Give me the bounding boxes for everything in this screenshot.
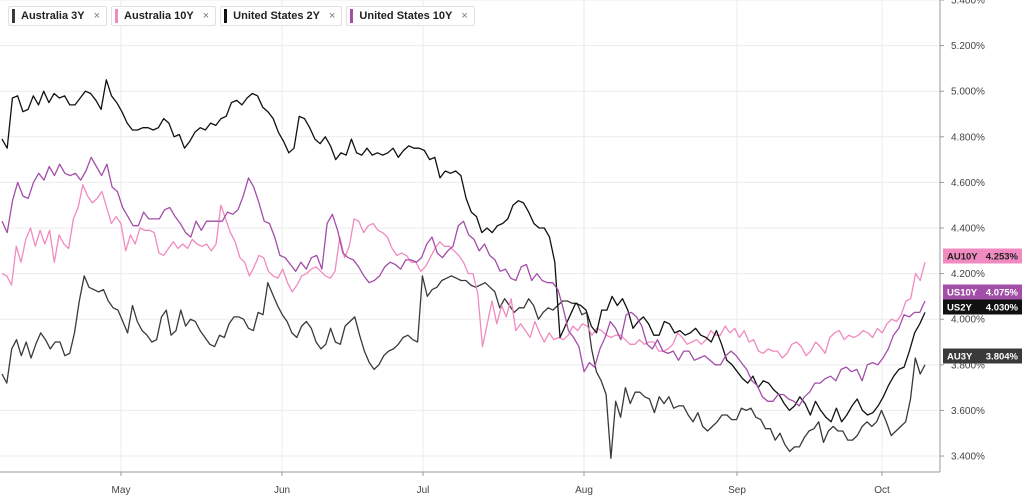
y-axis-ticks: 3.400% 3.600% 3.800% 4.000% 4.200% 4.400% 4.60… xyxy=(940,0,985,463)
legend-chip-australia-10y[interactable]: Australia 10Y × xyxy=(111,6,217,26)
y-tick-label: 4.200% xyxy=(951,269,985,280)
y-tick-label: 3.400% xyxy=(951,452,985,463)
end-label-us10y: US10Y 4.075% xyxy=(943,284,1022,300)
close-icon[interactable]: × xyxy=(328,10,336,22)
legend-chip-united-states-2y[interactable]: United States 2Y × xyxy=(220,6,343,26)
end-value-labels: AU10Y 4.253% US10Y 4.075% US2Y 4.030% AU3Y 3.80… xyxy=(943,248,1022,364)
legend-swatch xyxy=(224,9,228,23)
x-tick-label: May xyxy=(112,485,131,496)
end-label-tag: AU10Y xyxy=(947,252,978,263)
y-tick-label: 4.800% xyxy=(951,132,985,143)
legend-swatch xyxy=(115,9,119,23)
x-axis-ticks: May Jun Jul Aug Sep Oct xyxy=(112,472,890,496)
legend-label: United States 2Y xyxy=(233,10,320,22)
y-tick-label: 3.600% xyxy=(951,406,985,417)
y-tick-label: 4.600% xyxy=(951,178,985,189)
end-label-tag: US2Y xyxy=(947,303,972,314)
end-label-box xyxy=(943,348,1022,364)
series-lines xyxy=(1,79,926,459)
y-tick-label: 4.000% xyxy=(951,315,985,326)
legend-label: Australia 10Y xyxy=(124,10,194,22)
end-label-box xyxy=(943,284,1022,300)
y-tick-label: 5.000% xyxy=(951,87,985,98)
x-tick-label: Oct xyxy=(874,485,890,496)
close-icon[interactable]: × xyxy=(93,10,101,22)
end-label-tag: US10Y xyxy=(947,288,978,299)
end-label-box xyxy=(943,248,1022,264)
close-icon[interactable]: × xyxy=(461,10,468,22)
y-tick-label: 5.400% xyxy=(951,0,985,7)
x-tick-label: Jun xyxy=(274,485,290,496)
y-tick-label: 3.800% xyxy=(951,360,985,371)
end-label-value: 4.075% xyxy=(986,288,1019,299)
x-tick-label: Jul xyxy=(417,485,430,496)
series-line-united-states-2y xyxy=(1,79,926,423)
end-label-value: 4.253% xyxy=(986,252,1019,263)
legend-chip-australia-3y[interactable]: Australia 3Y × xyxy=(8,6,108,26)
end-label-au3y: AU3Y 3.804% xyxy=(943,348,1022,364)
legend-swatch xyxy=(12,9,15,23)
close-icon[interactable]: × xyxy=(202,10,210,22)
series-line-united-states-10y xyxy=(1,156,926,407)
chart-legend: Australia 3Y × Australia 10Y × United States… xyxy=(8,6,475,28)
legend-swatch xyxy=(350,9,354,23)
y-tick-label: 4.400% xyxy=(951,224,985,235)
end-label-au10y: AU10Y 4.253% xyxy=(943,248,1022,264)
end-label-tag: AU3Y xyxy=(947,352,973,363)
x-tick-label: Sep xyxy=(728,485,746,496)
series-line-australia-3y xyxy=(1,275,926,459)
y-tick-label: 5.200% xyxy=(951,41,985,52)
end-label-value: 4.030% xyxy=(986,303,1019,314)
legend-label: United States 10Y xyxy=(359,10,453,22)
legend-chip-united-states-10y[interactable]: United States 10Y × xyxy=(346,6,475,26)
series-line-australia-10y xyxy=(1,184,926,359)
end-label-us2y: US2Y 4.030% xyxy=(943,299,1022,315)
x-tick-label: Aug xyxy=(575,485,593,496)
end-label-box xyxy=(943,299,1022,315)
legend-label: Australia 3Y xyxy=(21,10,85,22)
end-label-value: 3.804% xyxy=(986,352,1019,363)
